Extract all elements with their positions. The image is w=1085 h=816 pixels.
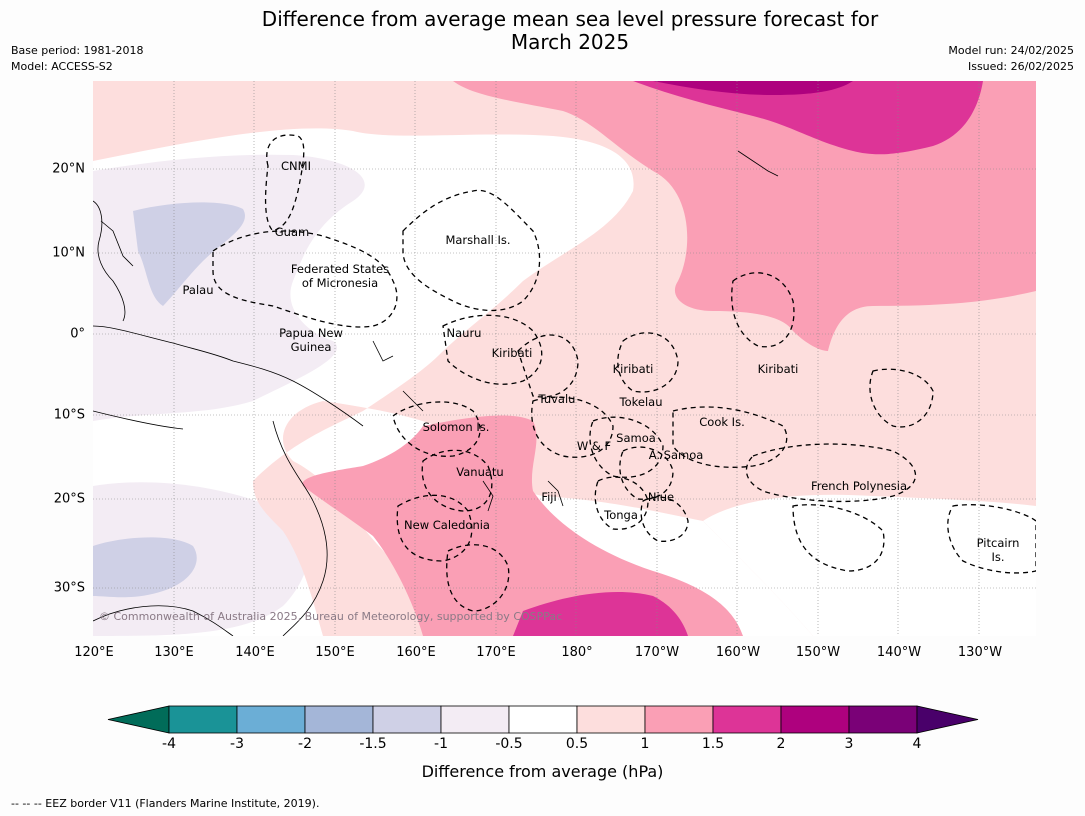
eez-footnote: -- -- -- EEZ border V11 (Flanders Marine… (11, 797, 320, 810)
colorbar-label: -0.5 (495, 736, 523, 752)
lon-tick: 150°E (315, 645, 355, 660)
label-fsm-line1: Federated States (290, 262, 390, 276)
label-cnmi: CNMI (281, 159, 311, 173)
colorbar-cell (372, 705, 442, 734)
colorbar (107, 705, 979, 734)
colorbar-cell (712, 705, 782, 734)
lon-tick: 180° (561, 645, 593, 660)
meta-right: Model run: 24/02/2025 Issued: 26/02/2025 (948, 43, 1074, 75)
label-kiribati-west: Kiribati (491, 346, 533, 360)
lon-tick: 170°E (476, 645, 516, 660)
lon-tick: 150°W (795, 645, 841, 660)
label-french-polynesia: French Polynesia (810, 479, 908, 493)
label-png: Papua New Guinea (279, 326, 343, 354)
title-line-1: Difference from average mean sea level p… (261, 7, 879, 31)
colorbar-label: 1 (640, 736, 650, 752)
colorbar-cell (780, 705, 850, 734)
label-fiji: Fiji (541, 490, 557, 504)
label-pitcairn: Pitcairn Is. (977, 536, 1020, 564)
label-samoa: Samoa (616, 431, 656, 445)
label-guam: Guam (274, 225, 310, 239)
colorbar-cell (236, 705, 306, 734)
colorbar-label: -4 (162, 736, 176, 752)
colorbar-label: -1.5 (359, 736, 387, 752)
label-kiribati-central: Kiribati (612, 362, 654, 376)
title-line-2: March 2025 (510, 30, 630, 54)
lat-tick: 10°N (52, 245, 85, 261)
label-pitcairn-line1: Pitcairn (976, 536, 1020, 550)
label-vanuatu: Vanuatu (456, 465, 504, 479)
colorbar-cell (168, 705, 238, 734)
lat-tick: 30°S (53, 580, 85, 596)
label-tokelau: Tokelau (619, 395, 663, 409)
meta-left: Base period: 1981-2018 Model: ACCESS-S2 (11, 43, 143, 75)
map-panel: © Commonwealth of Australia 2025, Bureau… (93, 81, 1036, 636)
chart-title: Difference from average mean sea level p… (0, 8, 1085, 54)
colorbar-cell (440, 705, 510, 734)
pos-strong-south (513, 591, 688, 636)
lat-tick: 10°S (53, 407, 85, 423)
label-fsm-line2: of Micronesia (301, 276, 379, 290)
label-nauru: Nauru (446, 326, 482, 340)
lon-tick: 130°E (154, 645, 194, 660)
colorbar-label: -2 (298, 736, 312, 752)
lon-tick: 170°W (634, 645, 680, 660)
base-period: Base period: 1981-2018 (11, 44, 144, 57)
label-png-line1: Papua New (279, 326, 343, 340)
label-png-line2: Guinea (290, 340, 332, 354)
label-new-caledonia: New Caledonia (404, 518, 490, 532)
colorbar-label: -3 (230, 736, 244, 752)
label-american-samoa: A. Samoa (648, 448, 704, 462)
model-name: Model: ACCESS-S2 (11, 60, 113, 73)
label-kiribati-east: Kiribati (757, 362, 799, 376)
lat-gridlines (93, 168, 1036, 589)
lon-tick: 160°W (715, 645, 761, 660)
colorbar-cell (304, 705, 374, 734)
lon-tick: 120°E (74, 645, 114, 660)
colorbar-title: Difference from average (hPa) (421, 762, 664, 781)
colorbar-high-extend (916, 705, 979, 734)
label-palau: Palau (182, 283, 214, 297)
lon-tick: 130°W (957, 645, 1003, 660)
coastlines (93, 150, 779, 636)
lon-tick: 140°W (876, 645, 922, 660)
colorbar-cell (508, 705, 578, 734)
label-marshall: Marshall Is. (445, 233, 511, 247)
pos-medium-south (302, 415, 743, 636)
lon-tick: 160°E (396, 645, 436, 660)
label-wallis-futuna: W & F (576, 439, 612, 453)
pos-strong-north (633, 81, 983, 155)
colorbar-low-extend (107, 705, 170, 734)
label-cook: Cook Is. (699, 415, 745, 429)
model-run: Model run: 24/02/2025 (948, 44, 1074, 57)
colorbar-label: 3 (844, 736, 854, 752)
neg-darker-north (133, 202, 245, 306)
label-tuvalu: Tuvalu (538, 392, 576, 406)
label-pitcairn-line2: Is. (991, 550, 1005, 564)
colorbar-label: 2 (776, 736, 786, 752)
neg-darker-south (93, 537, 197, 598)
colorbar-label: -1 (434, 736, 448, 752)
colorbar-cell (644, 705, 714, 734)
label-niue: Niue (647, 490, 675, 504)
colorbar-cell (576, 705, 646, 734)
colorbar-label: 1.5 (701, 736, 725, 752)
negative-region-south (93, 482, 310, 636)
lat-tick: 20°S (53, 491, 85, 507)
pos-darkest-north (653, 81, 853, 95)
lon-tick: 140°E (235, 645, 275, 660)
colorbar-label: 0.5 (565, 736, 589, 752)
colorbar-cell (848, 705, 918, 734)
colorbar-label: 4 (912, 736, 922, 752)
lat-tick: 0° (70, 326, 85, 342)
eez-borders (212, 134, 1036, 612)
copyright-notice: © Commonwealth of Australia 2025, Bureau… (99, 610, 563, 623)
label-solomon: Solomon Is. (422, 420, 490, 434)
map-svg (93, 81, 1036, 636)
lon-gridlines (173, 81, 980, 636)
lat-tick: 20°N (52, 161, 85, 177)
label-tonga: Tonga (604, 508, 638, 522)
issued-date: Issued: 26/02/2025 (967, 60, 1074, 73)
label-fsm: Federated States of Micronesia (291, 262, 389, 290)
